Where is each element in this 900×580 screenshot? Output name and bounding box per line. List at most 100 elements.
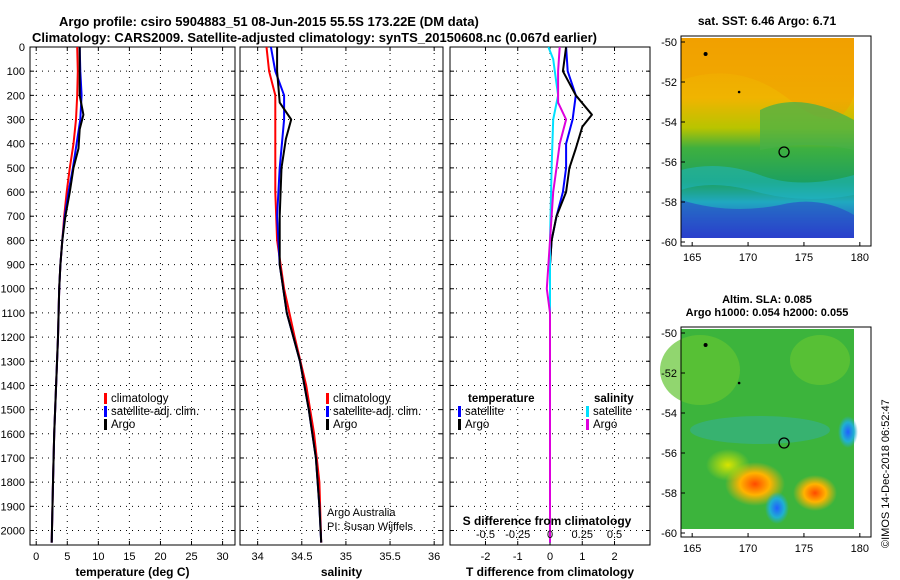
y-tick-label: 1700 — [1, 453, 25, 465]
legend-swatch — [104, 419, 107, 430]
series-line-satellite-adj-clim- — [269, 46, 323, 543]
legend-label: satellite-adj. clim. — [111, 406, 199, 418]
legend-swatch — [458, 419, 461, 430]
s-diff-tick-label: 0.25 — [572, 529, 593, 541]
sla-low-blob — [838, 416, 858, 448]
sla-yellow-blob — [706, 449, 750, 481]
y-tick-label: 2000 — [1, 525, 25, 537]
map-x-tick-label: 180 — [851, 543, 869, 555]
legend-label: satellite — [465, 406, 504, 418]
map-y-tick-label: -60 — [661, 528, 677, 540]
x-tick-label: 34 — [252, 551, 264, 563]
series-line-argo — [50, 47, 85, 543]
y-tick-label: 1300 — [1, 356, 25, 368]
figure-title-line1: Argo profile: csiro 5904883_51 08-Jun-20… — [59, 14, 479, 29]
sst-map-title: sat. SST: 6.46 Argo: 6.71 — [698, 14, 837, 28]
map-x-tick-label: 165 — [683, 252, 701, 264]
sst-cold-region — [681, 200, 854, 238]
x-tick-label: 1 — [579, 551, 585, 563]
y-tick-label: 200 — [7, 90, 25, 102]
map-y-tick-label: -50 — [661, 328, 677, 340]
legend-label: Argo — [593, 419, 617, 431]
sla-green-blob — [790, 335, 850, 385]
y-tick-label: 1800 — [1, 477, 25, 489]
s-diff-axis-label: S difference from climatology — [463, 514, 632, 528]
map-x-tick-label: 170 — [739, 252, 757, 264]
difference-profile-panel: -2 -1 0 1 2 T difference from climatology -0.5… — [449, 46, 651, 579]
legend-swatch — [326, 406, 329, 417]
island-marker — [703, 343, 708, 347]
map-y-tick-label: -52 — [661, 368, 677, 380]
map-y-tick-label: -56 — [661, 448, 677, 460]
legend-label: climatology — [111, 393, 169, 405]
map-y-tick-label: -58 — [661, 488, 677, 500]
x-tick-label: 20 — [154, 551, 166, 563]
argo-float-marker — [778, 146, 790, 158]
y-tick-label: 0 — [19, 42, 25, 54]
map-x-tick-label: 170 — [739, 543, 757, 555]
series-line-salinity-argo — [545, 46, 568, 543]
map-y-tick-label: -58 — [661, 197, 677, 209]
sst-map-panel: 165 170 175 180 -50 -52 -54 -56 -58 -60 — [661, 35, 872, 264]
legend-label: satellite-adj. clim. — [333, 406, 421, 418]
y-tick-label: 800 — [7, 235, 25, 247]
map-frame — [680, 35, 872, 247]
legend-label: satellite — [593, 406, 632, 418]
x-tick-label: -1 — [513, 551, 523, 563]
map-y-tick-label: -54 — [661, 408, 677, 420]
legend-swatch — [104, 393, 107, 404]
x-tick-label: 0 — [33, 551, 39, 563]
salinity-profile-panel: 34 34.5 35 35.5 36 salinity climatologysatelli… — [239, 46, 444, 579]
x-tick-label: 35.5 — [379, 551, 400, 563]
x-tick-label: 30 — [216, 551, 228, 563]
x-axis-label: T difference from climatology — [466, 565, 634, 579]
s-diff-tick-label: 0 — [547, 529, 553, 541]
legend-swatch — [586, 406, 589, 417]
x-axis-label: temperature (deg C) — [75, 565, 189, 579]
x-tick-label: 25 — [185, 551, 197, 563]
map-y-tick-label: -56 — [661, 157, 677, 169]
sst-mid-region — [681, 166, 854, 199]
x-tick-label: 34.5 — [291, 551, 312, 563]
y-tick-label: 300 — [7, 115, 25, 127]
map-y-tick-label: -54 — [661, 117, 677, 129]
copyright-stamp: ©IMOS 14-Dec-2018 06:52:47 — [880, 399, 892, 548]
series-line-climatology — [50, 46, 79, 543]
s-diff-tick-label: -0.25 — [505, 529, 530, 541]
legend-title-salinity: salinity — [594, 393, 634, 405]
y-tick-label: 500 — [7, 163, 25, 175]
y-tick-label: 700 — [7, 211, 25, 223]
y-tick-label: 1500 — [1, 405, 25, 417]
island-marker — [737, 90, 741, 94]
temperature-profile-panel: 0100200300400500600700800900100011001200… — [1, 42, 236, 579]
sst-warm-region — [681, 38, 854, 119]
map-y-tick-label: -50 — [661, 37, 677, 49]
series-line-argo — [276, 47, 323, 543]
y-tick-label: 1900 — [1, 501, 25, 513]
y-tick-label: 600 — [7, 187, 25, 199]
series-line-satellite-adj-clim- — [50, 46, 83, 543]
x-tick-label: 10 — [92, 551, 104, 563]
y-tick-label: 1600 — [1, 429, 25, 441]
map-frame — [680, 326, 872, 538]
map-y-tick-label: -60 — [661, 237, 677, 249]
y-tick-label: 400 — [7, 139, 25, 151]
sla-low-blob — [765, 492, 789, 524]
map-y-tick-label: -52 — [661, 77, 677, 89]
island-marker — [703, 52, 708, 56]
y-tick-label: 1000 — [1, 284, 25, 296]
x-tick-label: 15 — [123, 551, 135, 563]
figure-title-line2: Climatology: CARS2009. Satellite-adjuste… — [32, 30, 597, 45]
y-tick-label: 1400 — [1, 380, 25, 392]
legend-swatch — [326, 419, 329, 430]
y-tick-label: 1100 — [1, 308, 25, 320]
map-x-tick-label: 180 — [851, 252, 869, 264]
axes-frame — [29, 46, 236, 546]
x-axis-label: salinity — [321, 565, 363, 579]
axes-frame — [239, 46, 444, 546]
map-x-tick-label: 175 — [795, 543, 813, 555]
legend-swatch — [326, 393, 329, 404]
y-tick-label: 100 — [7, 66, 25, 78]
x-tick-label: 2 — [611, 551, 617, 563]
legend-label: climatology — [333, 393, 391, 405]
